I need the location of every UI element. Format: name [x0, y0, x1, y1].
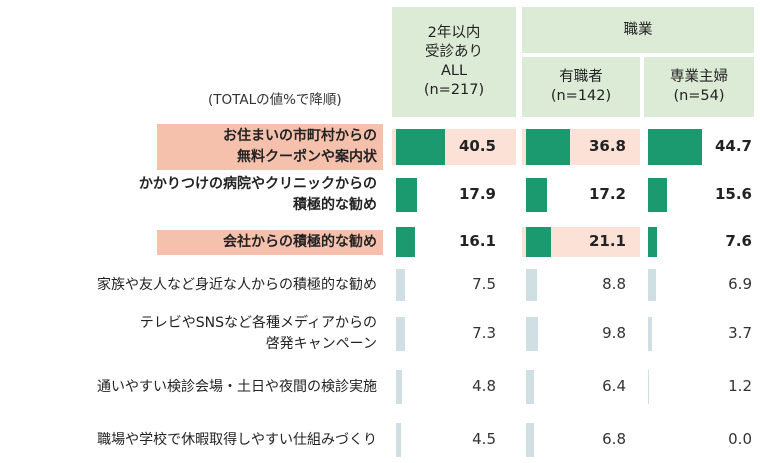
sort-note: (TOTALの値%で降順) [208, 92, 342, 108]
header-occupation-label: 職業 [623, 21, 653, 38]
data-label: 21.1 [588, 232, 626, 250]
bar [648, 269, 657, 301]
data-label: 17.2 [588, 185, 626, 203]
data-label: 7.5 [472, 275, 496, 293]
category-label: 会社からの積極的な勧め [223, 232, 377, 253]
category-label-line: テレビやSNSなど各種メディアからの [139, 315, 377, 331]
data-label: 6.8 [602, 430, 626, 448]
data-label: 9.8 [602, 324, 626, 342]
header-total-line3: ALL [440, 63, 468, 79]
category-label: 家族や友人など身近な人からの積極的な勧め [97, 275, 377, 296]
category-label-line: かかりつけの病院やクリニックからの [138, 176, 377, 192]
header-housewife-line1: 専業主婦 [670, 69, 728, 85]
category-label: 職場や学校で休暇取得しやすい仕組みづくり [97, 430, 377, 451]
category-label-line: 職場や学校で休暇取得しやすい仕組みづくり [97, 431, 377, 448]
header-total-line2: 受診あり [425, 44, 483, 60]
bar [526, 129, 571, 165]
bar [396, 423, 402, 457]
bar [526, 178, 547, 212]
header-housewife-line2: (n=54) [673, 88, 725, 104]
bar [396, 269, 405, 301]
category-label-line: お住まいの市町村からの [223, 128, 377, 144]
bar [396, 129, 445, 165]
header-employed-line1: 有職者 [559, 69, 603, 85]
data-label: 6.4 [602, 377, 626, 395]
bar [396, 227, 416, 257]
data-label: 8.8 [602, 275, 626, 293]
data-label: 4.8 [472, 377, 496, 395]
data-label: 4.5 [472, 430, 496, 448]
header-total-line1: 2年以内 [427, 25, 481, 41]
bar [396, 317, 405, 351]
header-total: 2年以内 受診あり ALL (n=217) [392, 7, 516, 117]
header-employed: 有職者 (n=142) [522, 57, 640, 117]
data-label: 16.1 [458, 232, 496, 250]
data-label: 7.3 [472, 324, 496, 342]
header-total-line4: (n=217) [423, 82, 485, 98]
category-label-line: 無料クーポンや案内状 [237, 149, 377, 165]
bar [648, 227, 658, 257]
data-label: 17.9 [458, 185, 496, 203]
bar [648, 129, 702, 165]
bar [526, 423, 535, 457]
data-label: 40.5 [458, 137, 496, 155]
data-label: 15.6 [714, 185, 752, 203]
category-label-line: 啓発キャンペーン [265, 336, 377, 352]
label-highlight-bg [157, 124, 383, 170]
category-label-line: 会社からの積極的な勧め [223, 233, 377, 250]
bar [526, 227, 552, 257]
category-label: テレビやSNSなど各種メディアからの啓発キャンペーン [140, 313, 377, 355]
category-label-line: 家族や友人など身近な人からの積極的な勧め [97, 276, 377, 293]
data-label: 36.8 [588, 137, 626, 155]
category-label: 通いやすい検診会場・土日や夜間の検診実施 [97, 377, 377, 398]
data-label: 44.7 [714, 137, 752, 155]
category-label: かかりつけの病院やクリニックからの積極的な勧め [139, 174, 377, 216]
header-occupation: 職業 [522, 7, 754, 53]
bar [526, 370, 534, 404]
data-label: 1.2 [728, 377, 752, 395]
data-label: 6.9 [728, 275, 752, 293]
bar [526, 269, 537, 301]
header-housewife: 専業主婦 (n=54) [644, 57, 754, 117]
category-label-line: 通いやすい検診会場・土日や夜間の検診実施 [97, 378, 377, 395]
bar [396, 178, 418, 212]
data-label: 3.7 [728, 324, 752, 342]
data-label: 0.0 [728, 430, 752, 448]
header-employed-line2: (n=142) [550, 88, 612, 104]
bar [526, 317, 538, 351]
data-label: 7.6 [725, 232, 752, 250]
bar [396, 370, 402, 404]
bar [648, 178, 667, 212]
bar [648, 370, 650, 404]
bar [648, 317, 653, 351]
category-label: お住まいの市町村からの無料クーポンや案内状 [223, 126, 377, 168]
category-label-line: 積極的な勧め [293, 197, 377, 213]
label-highlight-bg [157, 229, 383, 255]
